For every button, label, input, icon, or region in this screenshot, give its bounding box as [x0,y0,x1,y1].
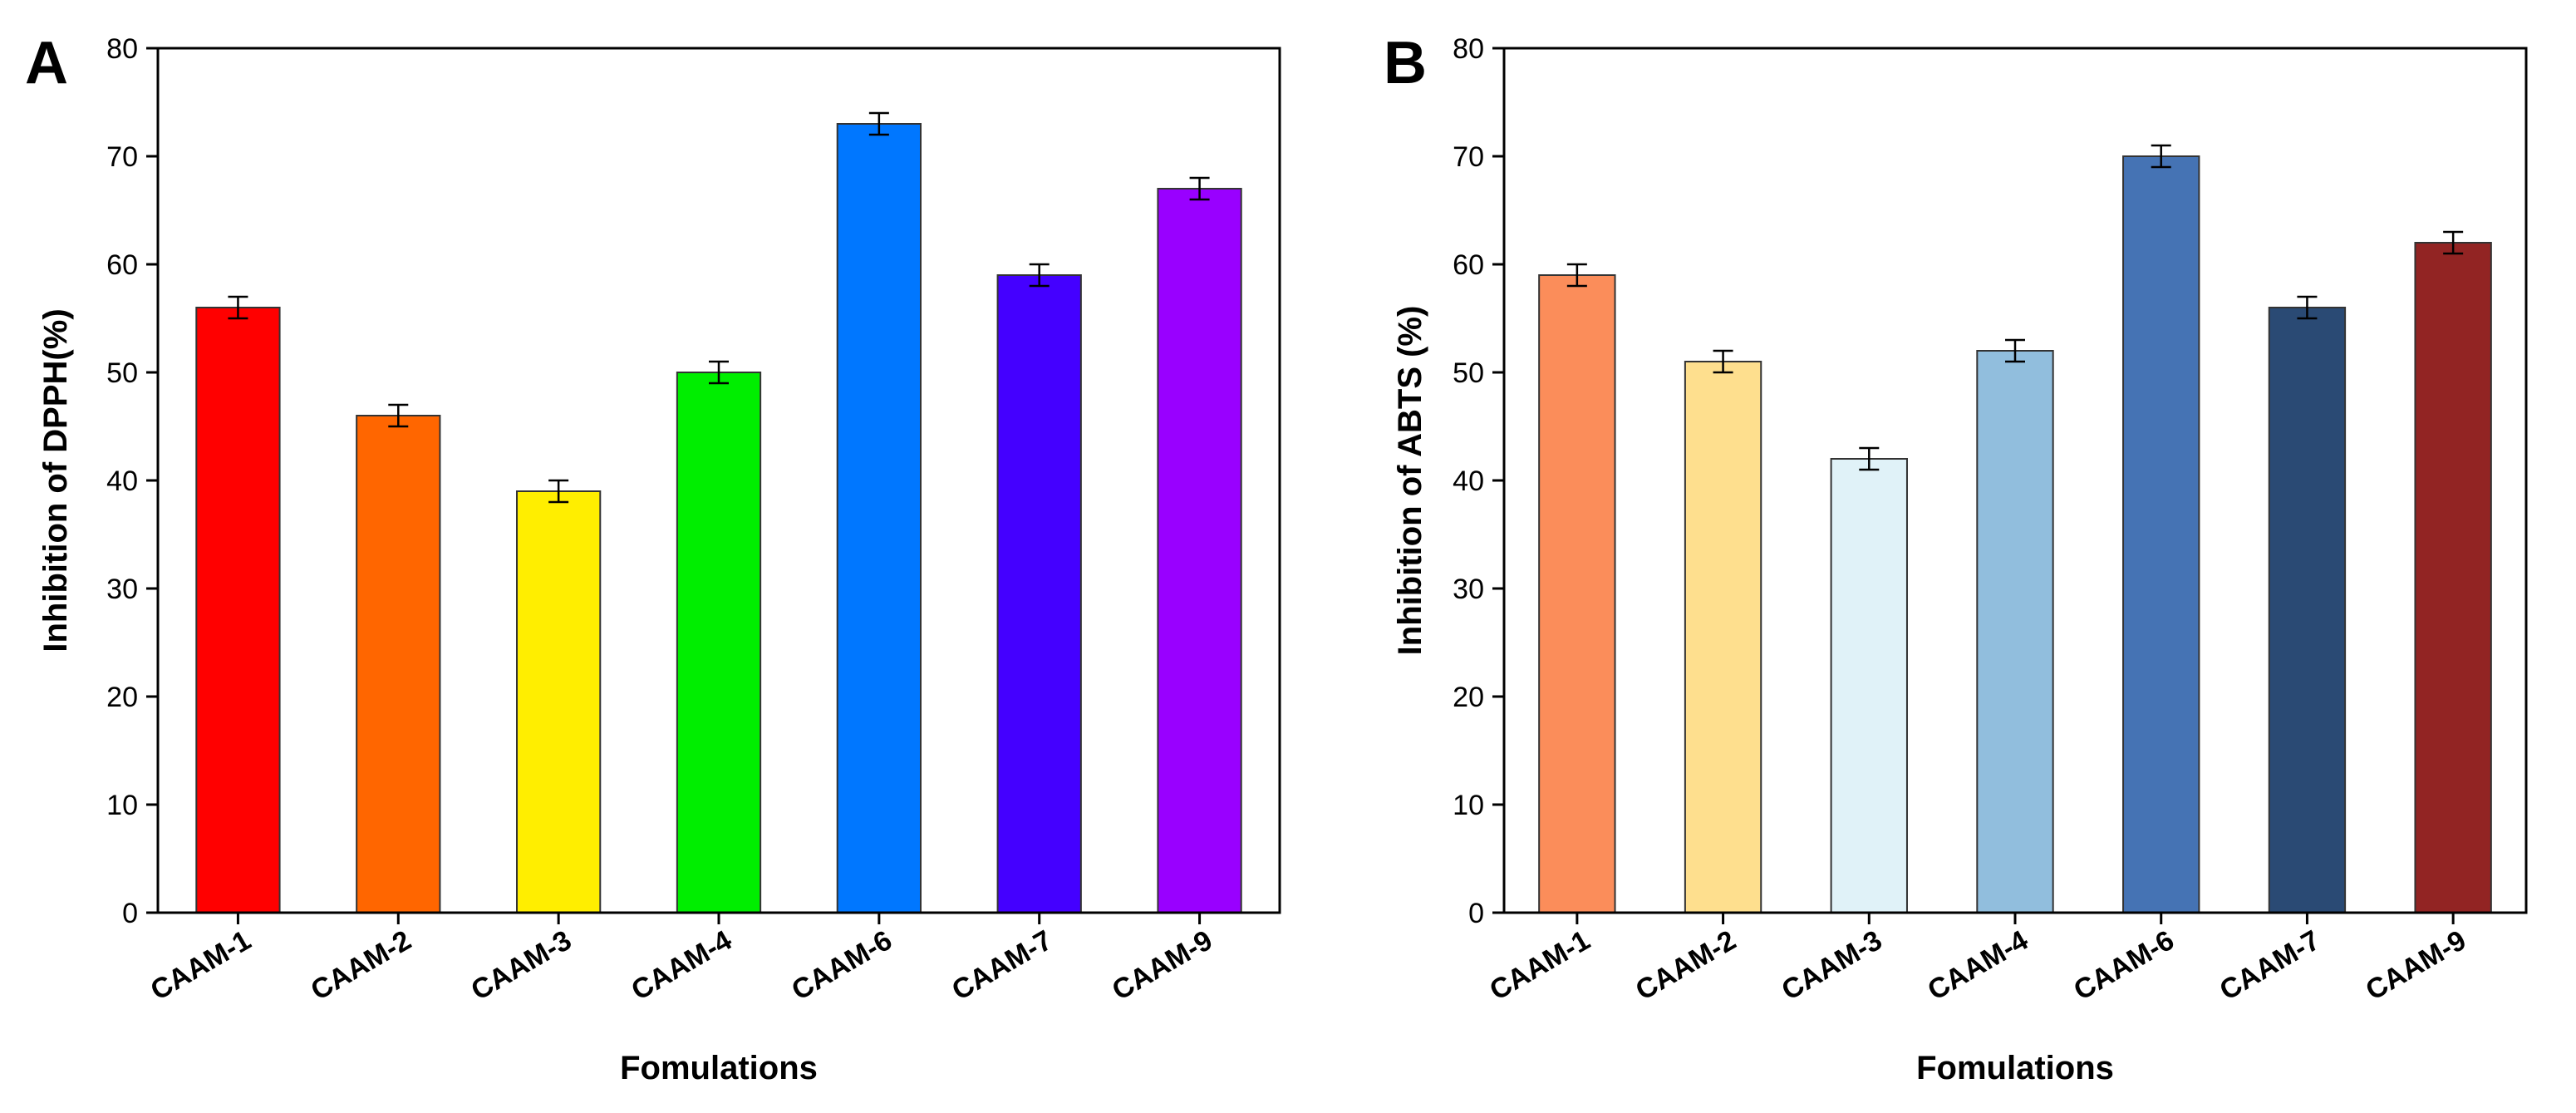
chart-b-panel-letter: B [1384,30,1427,96]
chart-a-x-tick-label: CAAM-7 [946,924,1058,1007]
chart-b-errorbar-caam-2 [1713,349,1733,374]
chart-a-errorbar-caam-9 [1189,176,1210,201]
chart-a-y-axis-title: Inhibition of DPPH(%) [37,308,74,652]
chart-a-errorbar-caam-6 [868,111,889,136]
chart-b-bar-caam-1 [1538,274,1616,914]
chart-panel-b: B 0 10 20 30 40 50 60 70 80 CAAM-1 CAAM-2 CAAM-3 CAAM… [1384,30,2528,1086]
chart-a-x-tick-label: CAAM-1 [145,924,257,1007]
chart-a-x-tick-label: CAAM-9 [1107,924,1218,1007]
chart-a-bar-caam-6 [836,123,922,914]
chart-b-x-tick-label: CAAM-6 [2068,924,2180,1007]
chart-a-bar-caam-7 [996,274,1082,914]
chart-b-y-tick-label: 70 [1453,141,1484,173]
chart-b-bar-caam-3 [1830,458,1908,914]
chart-panel-a: A 0 10 20 30 40 50 60 70 80 CAAM-1 CAAM-2 CAAM-3 CAAM… [25,30,1281,1086]
chart-a-x-tick-label: CAAM-4 [626,924,737,1007]
chart-b-y-tick-label: 0 [1468,898,1484,929]
chart-b-y-tick-label: 60 [1453,249,1484,281]
chart-a-errorbar-caam-4 [709,360,729,385]
chart-b-errorbar-caam-6 [2151,144,2171,169]
chart-a-errorbar-caam-1 [228,295,248,320]
chart-b-x-tick-label: CAAM-9 [2361,924,2472,1007]
chart-b-y-tick-label: 50 [1453,357,1484,389]
chart-b-y-axis-title: Inhibition of ABTS (%) [1392,306,1428,656]
chart-b-x-axis-title: Fomulations [1916,1050,2114,1086]
chart-a-y-tick-label: 40 [106,465,138,497]
chart-a-errorbar-caam-7 [1029,263,1050,288]
chart-b-y-tick-label: 20 [1453,682,1484,713]
chart-a-y-tick-label: 80 [106,33,138,65]
chart-a-bar-caam-3 [516,490,602,914]
chart-b-errorbar-caam-1 [1566,263,1587,288]
chart-b-x-tick-label: CAAM-7 [2215,924,2326,1007]
chart-b-x-tick-label: CAAM-4 [1922,924,2033,1007]
chart-b-x-tick-label: CAAM-3 [1777,924,1888,1007]
chart-a-panel-letter: A [25,30,68,96]
chart-b-bar-caam-9 [2414,242,2492,914]
chart-b-errorbar-caam-9 [2443,230,2464,255]
chart-a-y-tick-label: 60 [106,249,138,281]
chart-a-y-tick-label: 20 [106,682,138,713]
chart-a-errorbar-caam-3 [548,479,569,504]
chart-a-bar-caam-1 [195,307,281,914]
chart-b-errorbar-caam-3 [1859,446,1880,471]
chart-a-bar-caam-4 [676,372,762,914]
chart-a-y-tick-label: 0 [122,898,138,929]
chart-b-y-tick-label: 80 [1453,33,1484,65]
chart-b-bar-caam-4 [1976,350,2054,914]
chart-a-bar-caam-2 [356,415,441,914]
chart-a-y-tick-label: 30 [106,574,138,605]
chart-b-x-tick-label: CAAM-1 [1484,924,1595,1007]
chart-a-bar-caam-9 [1157,188,1242,914]
chart-a-x-tick-label: CAAM-3 [466,924,578,1007]
chart-a-x-tick-label: CAAM-6 [786,924,897,1007]
chart-b-x-tick-label: CAAM-2 [1630,924,1742,1007]
chart-a-errorbar-caam-2 [388,403,409,428]
chart-b-errorbar-caam-4 [2005,338,2025,363]
chart-b-y-tick-label: 30 [1453,574,1484,605]
chart-a-x-axis-title: Fomulations [620,1050,818,1086]
chart-b-bar-caam-6 [2122,155,2200,914]
chart-b-bar-caam-7 [2268,307,2347,914]
chart-a-y-tick-label: 70 [106,141,138,173]
chart-a-y-tick-label: 50 [106,357,138,389]
chart-b-y-tick-label: 10 [1453,790,1484,821]
chart-b-errorbar-caam-7 [2297,295,2318,320]
chart-a-x-tick-label: CAAM-2 [306,924,417,1007]
chart-b-y-tick-label: 40 [1453,465,1484,497]
chart-b-bar-caam-2 [1684,361,1762,914]
chart-a-y-tick-label: 10 [106,790,138,821]
